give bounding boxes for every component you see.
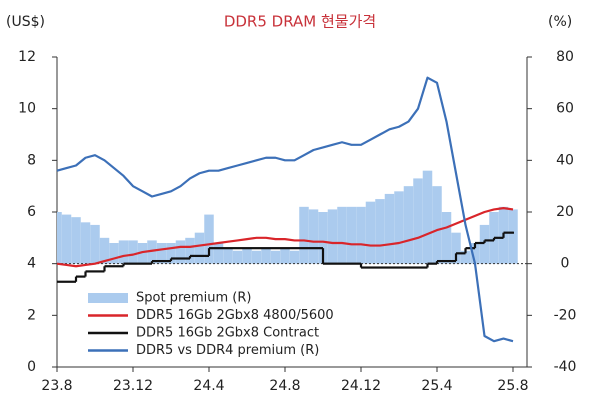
- area-bar: [289, 250, 300, 264]
- y-tick-label: 6: [27, 204, 36, 220]
- area-bar: [413, 178, 423, 264]
- area-bar: [470, 243, 480, 264]
- area-bar: [223, 248, 233, 264]
- y2-tick-label: 60: [556, 101, 574, 117]
- area-bar: [128, 240, 138, 264]
- line-series: [56, 207, 514, 268]
- legend-label: Spot premium (R): [136, 291, 251, 306]
- area-bar: [280, 248, 290, 264]
- area-bar: [403, 186, 414, 264]
- y-tick-label: 8: [27, 152, 36, 168]
- area-bar: [327, 209, 338, 264]
- y-tick-label: 12: [18, 49, 36, 65]
- legend-label: DDR5 vs DDR4 premium (R): [136, 343, 319, 358]
- legend-label: DDR5 16Gb 2Gbx8 Contract: [136, 326, 319, 341]
- area-bar: [118, 240, 129, 264]
- area-bar: [242, 248, 252, 264]
- area-bar: [270, 250, 281, 264]
- area-bar: [337, 206, 347, 264]
- area-bar: [432, 186, 442, 264]
- legend-swatch: [88, 293, 128, 303]
- area-bar: [479, 224, 490, 264]
- y2-tick-label: 0: [561, 256, 570, 272]
- x-tick-label: 23.8: [41, 378, 72, 394]
- area-bar: [508, 209, 518, 264]
- area-bar: [57, 212, 62, 264]
- area-bar: [61, 214, 72, 264]
- area-bar: [156, 243, 167, 264]
- legend-label: DDR5 16Gb 2Gbx8 4800/5600: [136, 308, 334, 323]
- area-bar: [251, 250, 262, 264]
- plot-area: 0 2 4 6 8 10 12 -40 -20 0 20 40 60 80 23.8 23.12 24.4 24.…: [18, 49, 576, 394]
- area-bar: [175, 240, 186, 264]
- x-tick-label: 24.4: [193, 378, 224, 394]
- area-bar: [460, 250, 471, 264]
- area-bar: [365, 201, 376, 264]
- area-bar: [356, 206, 366, 264]
- y2-tick-label: 40: [556, 152, 574, 168]
- chart-title: DDR5 DRAM 현물가격: [224, 13, 376, 31]
- y-axis-label: (US$): [6, 14, 45, 30]
- y2-tick-label: -20: [554, 307, 577, 323]
- area-bar: [194, 232, 205, 264]
- area-bar: [71, 217, 81, 264]
- y2-axis-label: (%): [548, 14, 572, 30]
- area-bar: [261, 248, 271, 264]
- area-bar: [204, 214, 214, 264]
- area-bar: [90, 224, 100, 264]
- area-bar: [213, 243, 224, 264]
- y2-tick-label: 20: [556, 204, 574, 220]
- y-tick-label: 0: [27, 359, 36, 375]
- area-bar: [441, 212, 452, 264]
- legend: Spot premium (R) DDR5 16Gb 2Gbx8 4800/560…: [88, 291, 334, 358]
- x-tick-label: 24.12: [341, 378, 381, 394]
- area-bar: [80, 222, 91, 264]
- line-series: [56, 76, 514, 343]
- x-tick-label: 24.8: [269, 378, 300, 394]
- area-bar: [422, 170, 433, 264]
- area-bar: [166, 243, 176, 264]
- area-bar: [185, 237, 195, 264]
- area-bar: [375, 199, 385, 264]
- y2-tick-label: -40: [554, 359, 577, 375]
- area-bar: [232, 250, 243, 264]
- area-bar: [384, 193, 395, 264]
- area-bar: [394, 191, 404, 264]
- area-bar: [299, 206, 309, 264]
- y-tick-label: 10: [18, 101, 36, 117]
- area-bar: [137, 243, 148, 264]
- x-tick-label: 23.12: [113, 378, 153, 394]
- y-tick-label: 4: [27, 256, 36, 272]
- area-bar: [99, 237, 110, 264]
- x-tick-label: 25.4: [421, 378, 452, 394]
- area-bar: [109, 243, 119, 264]
- area-bar: [308, 209, 319, 264]
- area-bar: [318, 212, 328, 264]
- area-bar: [147, 240, 157, 264]
- x-tick-label: 25.8: [497, 378, 528, 394]
- y2-tick-label: 80: [556, 49, 574, 65]
- area-bar: [451, 232, 461, 264]
- y-tick-label: 2: [27, 307, 36, 323]
- area-bar: [346, 206, 357, 264]
